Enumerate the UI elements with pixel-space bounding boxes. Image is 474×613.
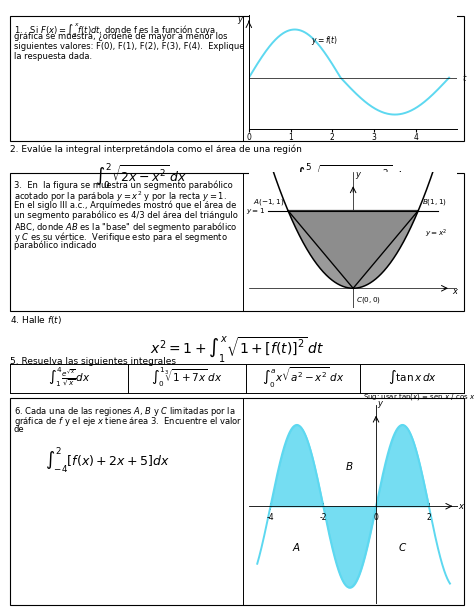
Text: 0: 0 [374,512,378,522]
Text: $y$: $y$ [355,170,362,181]
Text: $B$: $B$ [346,460,354,471]
Text: gráfica de $f$ y el eje $x$ tiene área 3.  Encuentre el valor: gráfica de $f$ y el eje $x$ tiene área 3… [14,415,242,428]
Text: Sug: usar tan$(x)$ = sen $x$ / cos $x$: Sug: usar tan$(x)$ = sen $x$ / cos $x$ [363,392,474,402]
Text: -4: -4 [267,512,274,522]
Text: $C(0, 0)$: $C(0, 0)$ [356,294,382,305]
Text: un segmento parabólico es 4/3 del área del triángulo: un segmento parabólico es 4/3 del área d… [14,210,238,219]
Text: $t$: $t$ [462,72,467,83]
Text: 5. Resuelva las siguientes integrales: 5. Resuelva las siguientes integrales [10,357,176,366]
Text: $\int \tan x\,dx$: $\int \tan x\,dx$ [388,368,437,387]
Text: $y$: $y$ [377,399,384,410]
Text: ABC, donde $AB$ es la "base" del segmento parabólico: ABC, donde $AB$ es la "base" del segment… [14,220,237,234]
Text: la respuesta dada.: la respuesta dada. [14,52,92,61]
Text: $y = x^2$: $y = x^2$ [425,227,447,240]
Text: $B(1, 1)$: $B(1, 1)$ [421,197,447,207]
Text: 1.   Si $F(x) = \int_2^x f(t)dt$, donde f es la función cuya: 1. Si $F(x) = \int_2^x f(t)dt$, donde f … [14,22,216,40]
Text: acotado por la parábola $y = x^2$ y por la recta $y = 1$.: acotado por la parábola $y = x^2$ y por … [14,190,227,204]
Text: $y$: $y$ [237,15,245,26]
Text: 6. Cada una de las regiones $A$, $B$ y $C$ limitadas por la: 6. Cada una de las regiones $A$, $B$ y $… [14,405,236,418]
Text: $\int_0^1 \sqrt[3]{1+7x}\,dx$: $\int_0^1 \sqrt[3]{1+7x}\,dx$ [151,366,223,389]
Text: $\int_0^5 \sqrt{6x - 5 - x^2}\,dx$: $\int_0^5 \sqrt{6x - 5 - x^2}\,dx$ [295,161,410,191]
Text: $\int_0^2 \sqrt{2x - x^2}\,dx$: $\int_0^2 \sqrt{2x - x^2}\,dx$ [95,161,187,191]
Text: $\int_1^4 \frac{e^{\sqrt{x}}}{\sqrt{x}}dx$: $\int_1^4 \frac{e^{\sqrt{x}}}{\sqrt{x}}d… [48,366,90,389]
Text: de: de [14,425,25,434]
Text: 2: 2 [427,512,431,522]
Bar [10,16,464,141]
Text: En el siglo III a.c., Arquímedes mostró que el área de: En el siglo III a.c., Arquímedes mostró … [14,200,237,210]
Text: 4. Halle $f(t)$: 4. Halle $f(t)$ [10,314,62,326]
Text: siguientes valores: F(0), F(1), F(2), F(3), F(4).  Explique: siguientes valores: F(0), F(1), F(2), F(… [14,42,245,51]
Bar [10,398,464,605]
Text: parabólico indicado: parabólico indicado [14,240,97,249]
Text: $C$: $C$ [398,541,407,553]
Polygon shape [288,210,418,288]
Text: -2: -2 [319,512,327,522]
Text: y $C$ es su vértice.  Verifique esto para el segmento: y $C$ es su vértice. Verifique esto para… [14,230,228,244]
Text: 2. Evalúe la integral interpretándola como el área de una región: 2. Evalúe la integral interpretándola co… [10,144,302,153]
Polygon shape [288,210,418,288]
Bar [10,173,464,311]
Text: $A$: $A$ [292,541,301,553]
Text: $\int_0^a x\sqrt{a^2-x^2}\,dx$: $\int_0^a x\sqrt{a^2-x^2}\,dx$ [262,365,344,389]
Text: $y = 1$: $y = 1$ [246,205,265,216]
Text: 3.  En  la figura se muestra un segmento parabólico: 3. En la figura se muestra un segmento p… [14,180,233,189]
Text: $x$: $x$ [452,287,459,295]
Text: $y = f(t)$: $y = f(t)$ [311,34,338,47]
Text: $x$: $x$ [458,501,465,511]
Text: $A(-1, 1)$: $A(-1, 1)$ [253,197,285,207]
Text: gráfica se muestra, ¿ordene de mayor a menor los: gráfica se muestra, ¿ordene de mayor a m… [14,32,228,41]
Text: $\int_{-4}^2 [f(x) + 2x + 5]dx$: $\int_{-4}^2 [f(x) + 2x + 5]dx$ [45,445,169,474]
Text: $x^2 = 1 + \int_1^x \sqrt{1 + [f(t)]^2}\, dt$: $x^2 = 1 + \int_1^x \sqrt{1 + [f(t)]^2}\… [150,335,324,365]
